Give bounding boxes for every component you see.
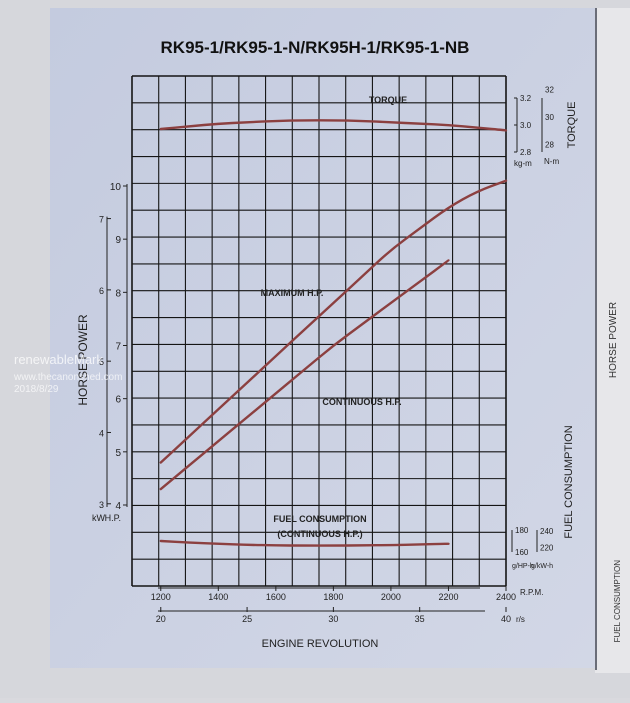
x-rpm-tick-label: 2400	[496, 592, 516, 602]
torque-kgm-tick-label: 3.2	[520, 94, 532, 103]
fuel-kw-unit: g/kW-h	[531, 563, 553, 570]
torque-axis-title: TORQUE	[566, 102, 578, 149]
torque-nm-tick-label: 30	[545, 113, 554, 122]
watermark-line1: renewableMark	[14, 352, 103, 367]
series-line-continuous-h-p	[159, 259, 450, 491]
label-torque: TORQUE	[369, 95, 407, 105]
hp-tick-label: 6	[115, 395, 121, 406]
series-line-fuel-consumption-continuous-h-p	[159, 539, 450, 547]
kw-unit: kW	[92, 513, 106, 523]
side-page	[595, 8, 630, 673]
torque-nm-unit: N-m	[544, 157, 559, 166]
x-rpm-tick-label: 1800	[323, 592, 343, 602]
torque-kgm-tick-label: 2.8	[520, 148, 532, 157]
fuel-kw-tick-label: 220	[540, 544, 554, 553]
kw-tick-label: 6	[99, 286, 104, 296]
torque-kgm-unit: kg-m	[514, 159, 532, 168]
hp-unit: H.P.	[105, 513, 121, 523]
hp-tick-label: 4	[115, 501, 121, 512]
fuel-hp-tick-label: 160	[515, 548, 529, 557]
side-page-fuel-label: FUEL CONSUMPTION	[613, 560, 622, 643]
x-rpm-tick-label: 1200	[151, 592, 171, 602]
torque-nm-tick-label: 32	[545, 85, 554, 94]
fuel-kw-tick-label: 240	[540, 527, 554, 536]
label-fuel-consumption: FUEL CONSUMPTION	[273, 514, 366, 524]
hp-tick-label: 10	[110, 182, 122, 193]
x-rpm-tick-label: 2000	[381, 592, 401, 602]
label-fuel-continuous: (CONTINUOUS H.P.)	[277, 529, 362, 539]
watermark-line3: 2018/8/29	[14, 384, 59, 395]
chart-axes: 1200 1400 1600 1800 2000 2200 2400 R.P.M. 20 25 30…	[92, 85, 622, 642]
fuel-hp-tick-label: 180	[515, 526, 529, 535]
label-maximum-hp: MAXIMUM H.P.	[261, 288, 324, 298]
series-line-maximum-h-p	[159, 179, 508, 464]
x-rps-tick-label: 40	[501, 614, 511, 624]
x-axis-title: ENGINE REVOLUTION	[262, 638, 379, 650]
watermark-line2: www.thecanonshed.com	[13, 372, 122, 383]
x-rps-tick-label: 35	[415, 614, 425, 624]
label-continuous-hp: CONTINUOUS H.P.	[322, 397, 401, 407]
hp-axis-title: HORSE POWER	[76, 314, 90, 406]
x-rps-tick-label: 20	[156, 614, 166, 624]
hp-tick-label: 5	[115, 448, 121, 459]
x-rpm-unit: R.P.M.	[520, 588, 543, 597]
hp-tick-label: 7	[115, 342, 121, 353]
torque-nm-tick-label: 28	[545, 141, 554, 150]
side-page-hp-label: HORSE POWER	[608, 302, 619, 378]
kw-tick-label: 3	[99, 500, 104, 510]
x-rps-unit: r/s	[516, 615, 525, 624]
x-rps-tick-label: 25	[242, 614, 252, 624]
x-rpm-tick-label: 1600	[266, 592, 286, 602]
x-rps-tick-label: 30	[328, 614, 338, 624]
torque-kgm-tick-label: 3.0	[520, 121, 532, 130]
labels-layer: MAXIMUM H.P. CONTINUOUS H.P. TORQUE FUEL CO…	[261, 95, 408, 539]
chart-title: RK95-1/RK95-1-N/RK95H-1/RK95-1-NB	[161, 38, 470, 57]
series-line-torque	[159, 119, 508, 132]
fuel-axis-title: FUEL CONSUMPTION	[563, 425, 575, 538]
hp-tick-label: 8	[115, 288, 121, 299]
chart-paper	[50, 8, 595, 668]
kw-tick-label: 4	[99, 428, 104, 438]
x-rpm-tick-label: 2200	[438, 592, 458, 602]
chart-grid	[131, 75, 507, 587]
kw-tick-label: 5	[99, 357, 104, 367]
x-rpm-tick-label: 1400	[208, 592, 228, 602]
series-layer	[159, 119, 508, 547]
kw-tick-label: 7	[99, 215, 104, 225]
hp-tick-label: 9	[115, 235, 121, 246]
fuel-hp-unit: g/HP-h	[512, 563, 534, 570]
